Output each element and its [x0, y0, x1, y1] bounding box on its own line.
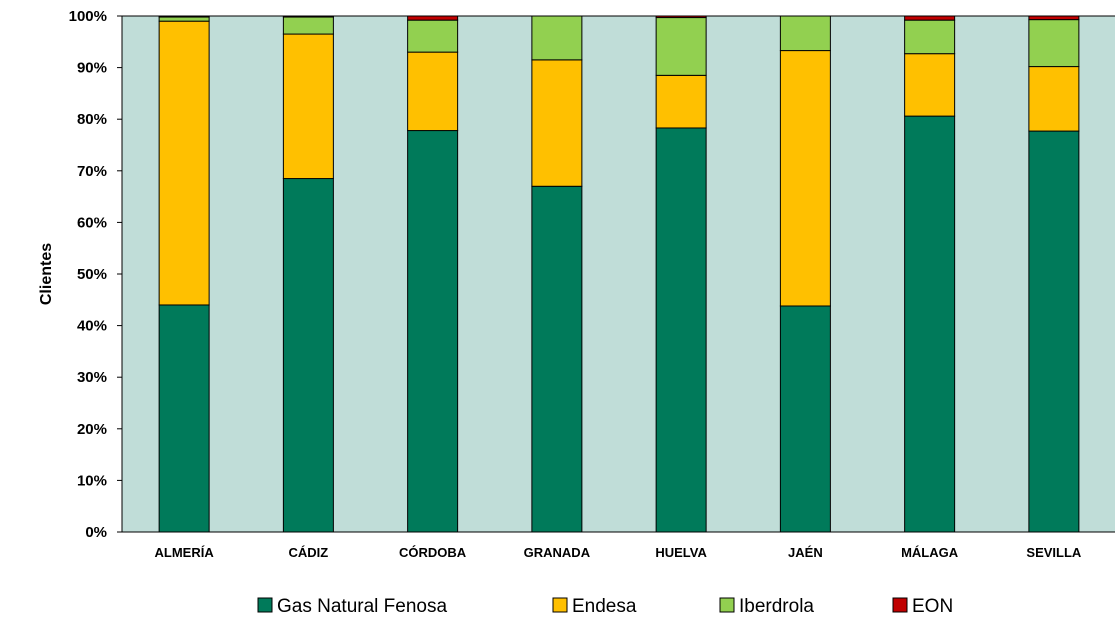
bar-segment: [407, 51, 459, 132]
x-tick-label: JAÉN: [788, 545, 823, 560]
bar-segment: [655, 17, 707, 76]
legend-label: Iberdrola: [739, 596, 814, 617]
bar-segment: [282, 15, 334, 18]
x-tick-label: CÓRDOBA: [399, 545, 467, 560]
y-tick-label: 10%: [77, 472, 107, 489]
bar-segment: [779, 15, 831, 52]
y-tick-label: 20%: [77, 421, 107, 438]
x-axis: ALMERÍA CÁDIZ CÓRDOBA GRANADA HUELVA JAÉN MÁLA…: [155, 545, 1082, 560]
bar-segment: [655, 74, 707, 129]
bar-segment: [282, 33, 334, 180]
y-tick-label: 90%: [77, 60, 107, 77]
bar-segment: [655, 15, 707, 19]
bar-segment: [904, 19, 956, 55]
y-tick-label: 100%: [69, 8, 107, 25]
bar-segment: [531, 59, 583, 187]
x-tick-label: GRANADA: [524, 545, 591, 560]
bar-segment: [531, 185, 583, 533]
bar-segment: [407, 130, 459, 533]
y-tick-label: 60%: [77, 214, 107, 231]
bar-segment: [282, 178, 334, 533]
legend-swatch: [257, 597, 273, 613]
bar-segment: [282, 16, 334, 35]
bars-layer: [158, 15, 1080, 533]
bar-segment: [1028, 66, 1080, 132]
bar-segment: [407, 19, 459, 53]
bar-segment: [1028, 15, 1080, 21]
bar-segment: [158, 20, 210, 306]
bar-segment: [655, 127, 707, 533]
bar-segment: [904, 15, 956, 21]
legend-swatch: [552, 597, 568, 613]
bar-segment: [779, 305, 831, 533]
legend-label: Gas Natural Fenosa: [277, 596, 447, 617]
y-tick-label: 50%: [77, 266, 107, 283]
bar-segment: [904, 115, 956, 533]
bar-segment: [531, 15, 583, 61]
x-tick-label: CÁDIZ: [289, 545, 329, 560]
legend: Gas Natural Fenosa Endesa Iberdrola EON: [257, 596, 953, 617]
legend-label: Endesa: [572, 596, 637, 617]
legend-label: EON: [912, 596, 953, 617]
y-tick-label: 40%: [77, 318, 107, 335]
bar-segment: [158, 304, 210, 533]
x-tick-label: HUELVA: [655, 545, 707, 560]
y-tick-label: 70%: [77, 163, 107, 180]
x-tick-label: MÁLAGA: [901, 545, 959, 560]
plot-area: [121, 15, 1115, 533]
bar-segment: [1028, 19, 1080, 68]
y-tick-label: 0%: [85, 524, 107, 541]
bar-segment: [779, 50, 831, 307]
y-tick-label: 30%: [77, 369, 107, 386]
y-axis: 0% 10% 20% 30% 40% 50% 60% 70% 80% 90% 100%: [69, 8, 122, 541]
bar-segment: [407, 15, 459, 21]
legend-swatch: [719, 597, 735, 613]
y-tick-label: 80%: [77, 111, 107, 128]
legend-swatch: [892, 597, 908, 613]
bar-segment: [1028, 130, 1080, 533]
bar-segment: [158, 15, 210, 18]
y-axis-label: Clientes: [38, 243, 55, 305]
bar-segment: [904, 53, 956, 117]
x-tick-label: ALMERÍA: [155, 545, 215, 560]
bar-segment: [158, 16, 210, 22]
x-tick-label: SEVILLA: [1026, 545, 1082, 560]
